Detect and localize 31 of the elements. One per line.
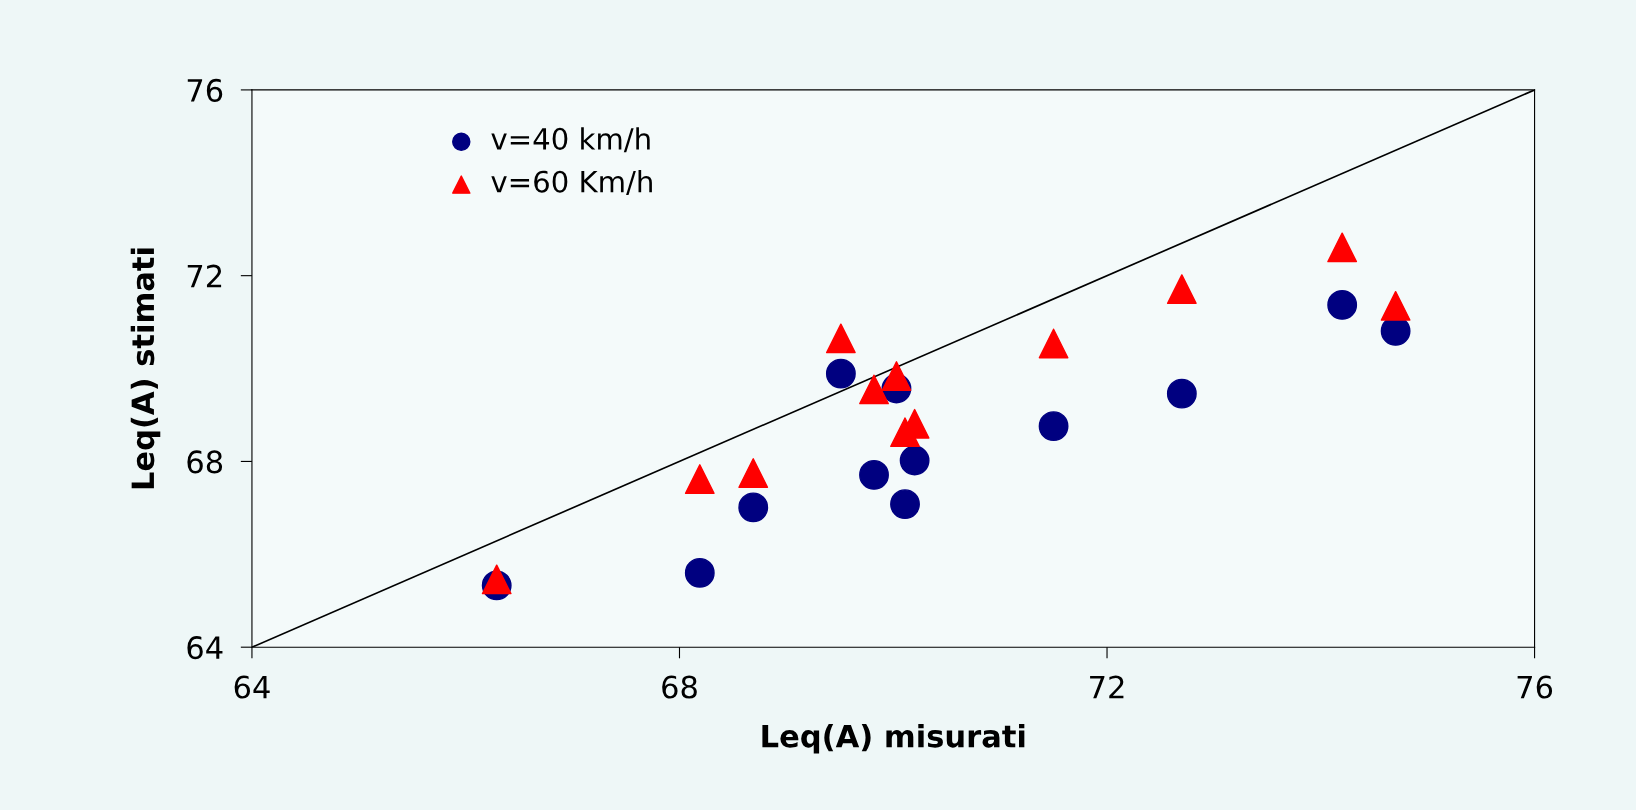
point xyxy=(825,358,856,389)
x-tick-label: 76 xyxy=(1517,675,1553,699)
point xyxy=(1166,378,1197,409)
point xyxy=(1327,290,1358,320)
x-tick-label: 68 xyxy=(662,675,697,699)
point xyxy=(1038,328,1069,359)
point xyxy=(738,458,769,488)
x-axis-title: Leq(A) misurati xyxy=(762,723,1025,754)
y-tick-label: 68 xyxy=(187,450,223,474)
point xyxy=(1327,232,1358,263)
point xyxy=(1380,290,1411,321)
point xyxy=(881,361,912,391)
point xyxy=(684,557,715,588)
point xyxy=(1166,274,1197,305)
point xyxy=(684,464,715,495)
y-tick-label: 72 xyxy=(187,264,222,288)
point xyxy=(1038,411,1069,442)
point xyxy=(890,489,920,520)
legend-label: v=40 km/h xyxy=(491,127,650,153)
point xyxy=(481,564,512,595)
y-axis-title: Leq(A) stimati xyxy=(130,248,161,489)
legend-label: v=60 Km/h xyxy=(491,170,652,195)
y-tick-label: 76 xyxy=(187,78,223,102)
x-tick-label: 72 xyxy=(1090,675,1124,699)
point xyxy=(738,492,769,523)
x-tick-label: 64 xyxy=(234,675,270,699)
point xyxy=(825,323,856,354)
point xyxy=(859,459,889,490)
y-tick-label: 64 xyxy=(187,636,223,660)
point xyxy=(859,374,889,405)
point xyxy=(899,445,930,476)
